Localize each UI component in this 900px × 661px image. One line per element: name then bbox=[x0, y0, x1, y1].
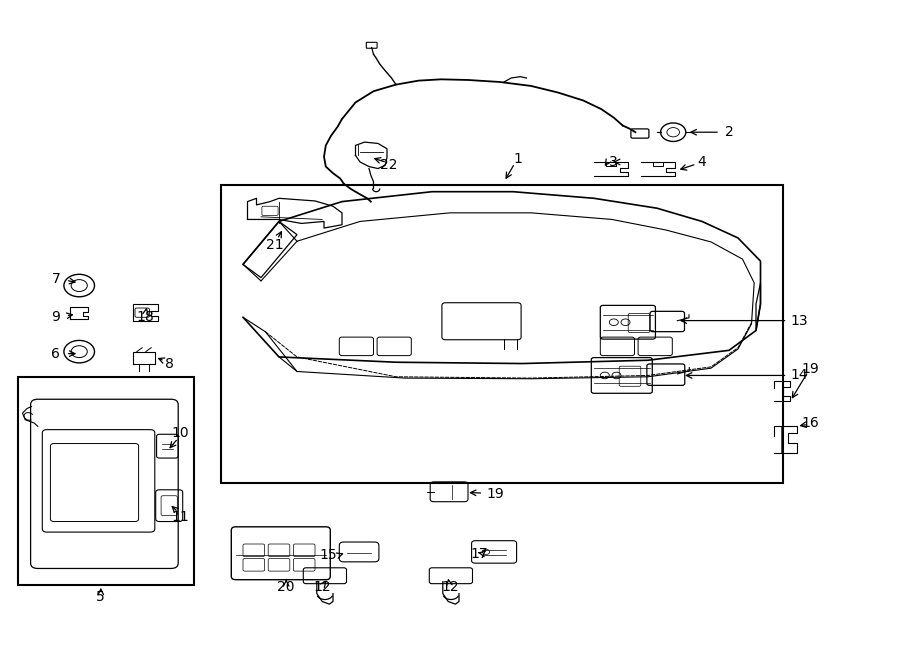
Text: 3: 3 bbox=[609, 155, 618, 169]
Text: 19: 19 bbox=[801, 362, 819, 376]
Text: 13: 13 bbox=[790, 313, 808, 328]
Text: 15: 15 bbox=[320, 548, 338, 563]
Text: 7: 7 bbox=[51, 272, 60, 286]
Text: 20: 20 bbox=[277, 580, 295, 594]
Text: 21: 21 bbox=[266, 237, 284, 252]
Text: 12: 12 bbox=[313, 580, 331, 594]
Text: 2: 2 bbox=[724, 125, 733, 139]
Text: 10: 10 bbox=[171, 426, 189, 440]
Text: 22: 22 bbox=[380, 158, 398, 173]
Text: 5: 5 bbox=[96, 590, 105, 604]
Text: 6: 6 bbox=[51, 346, 60, 361]
Text: 19: 19 bbox=[486, 487, 504, 502]
Text: 11: 11 bbox=[171, 510, 189, 524]
Text: 17: 17 bbox=[470, 547, 488, 561]
Text: 18: 18 bbox=[137, 310, 155, 325]
Text: 12: 12 bbox=[441, 580, 459, 594]
Text: 4: 4 bbox=[698, 155, 706, 169]
Text: 14: 14 bbox=[790, 368, 808, 383]
Text: 9: 9 bbox=[51, 310, 60, 325]
Text: 1: 1 bbox=[513, 151, 522, 166]
Text: 16: 16 bbox=[801, 416, 819, 430]
Text: 8: 8 bbox=[165, 356, 174, 371]
